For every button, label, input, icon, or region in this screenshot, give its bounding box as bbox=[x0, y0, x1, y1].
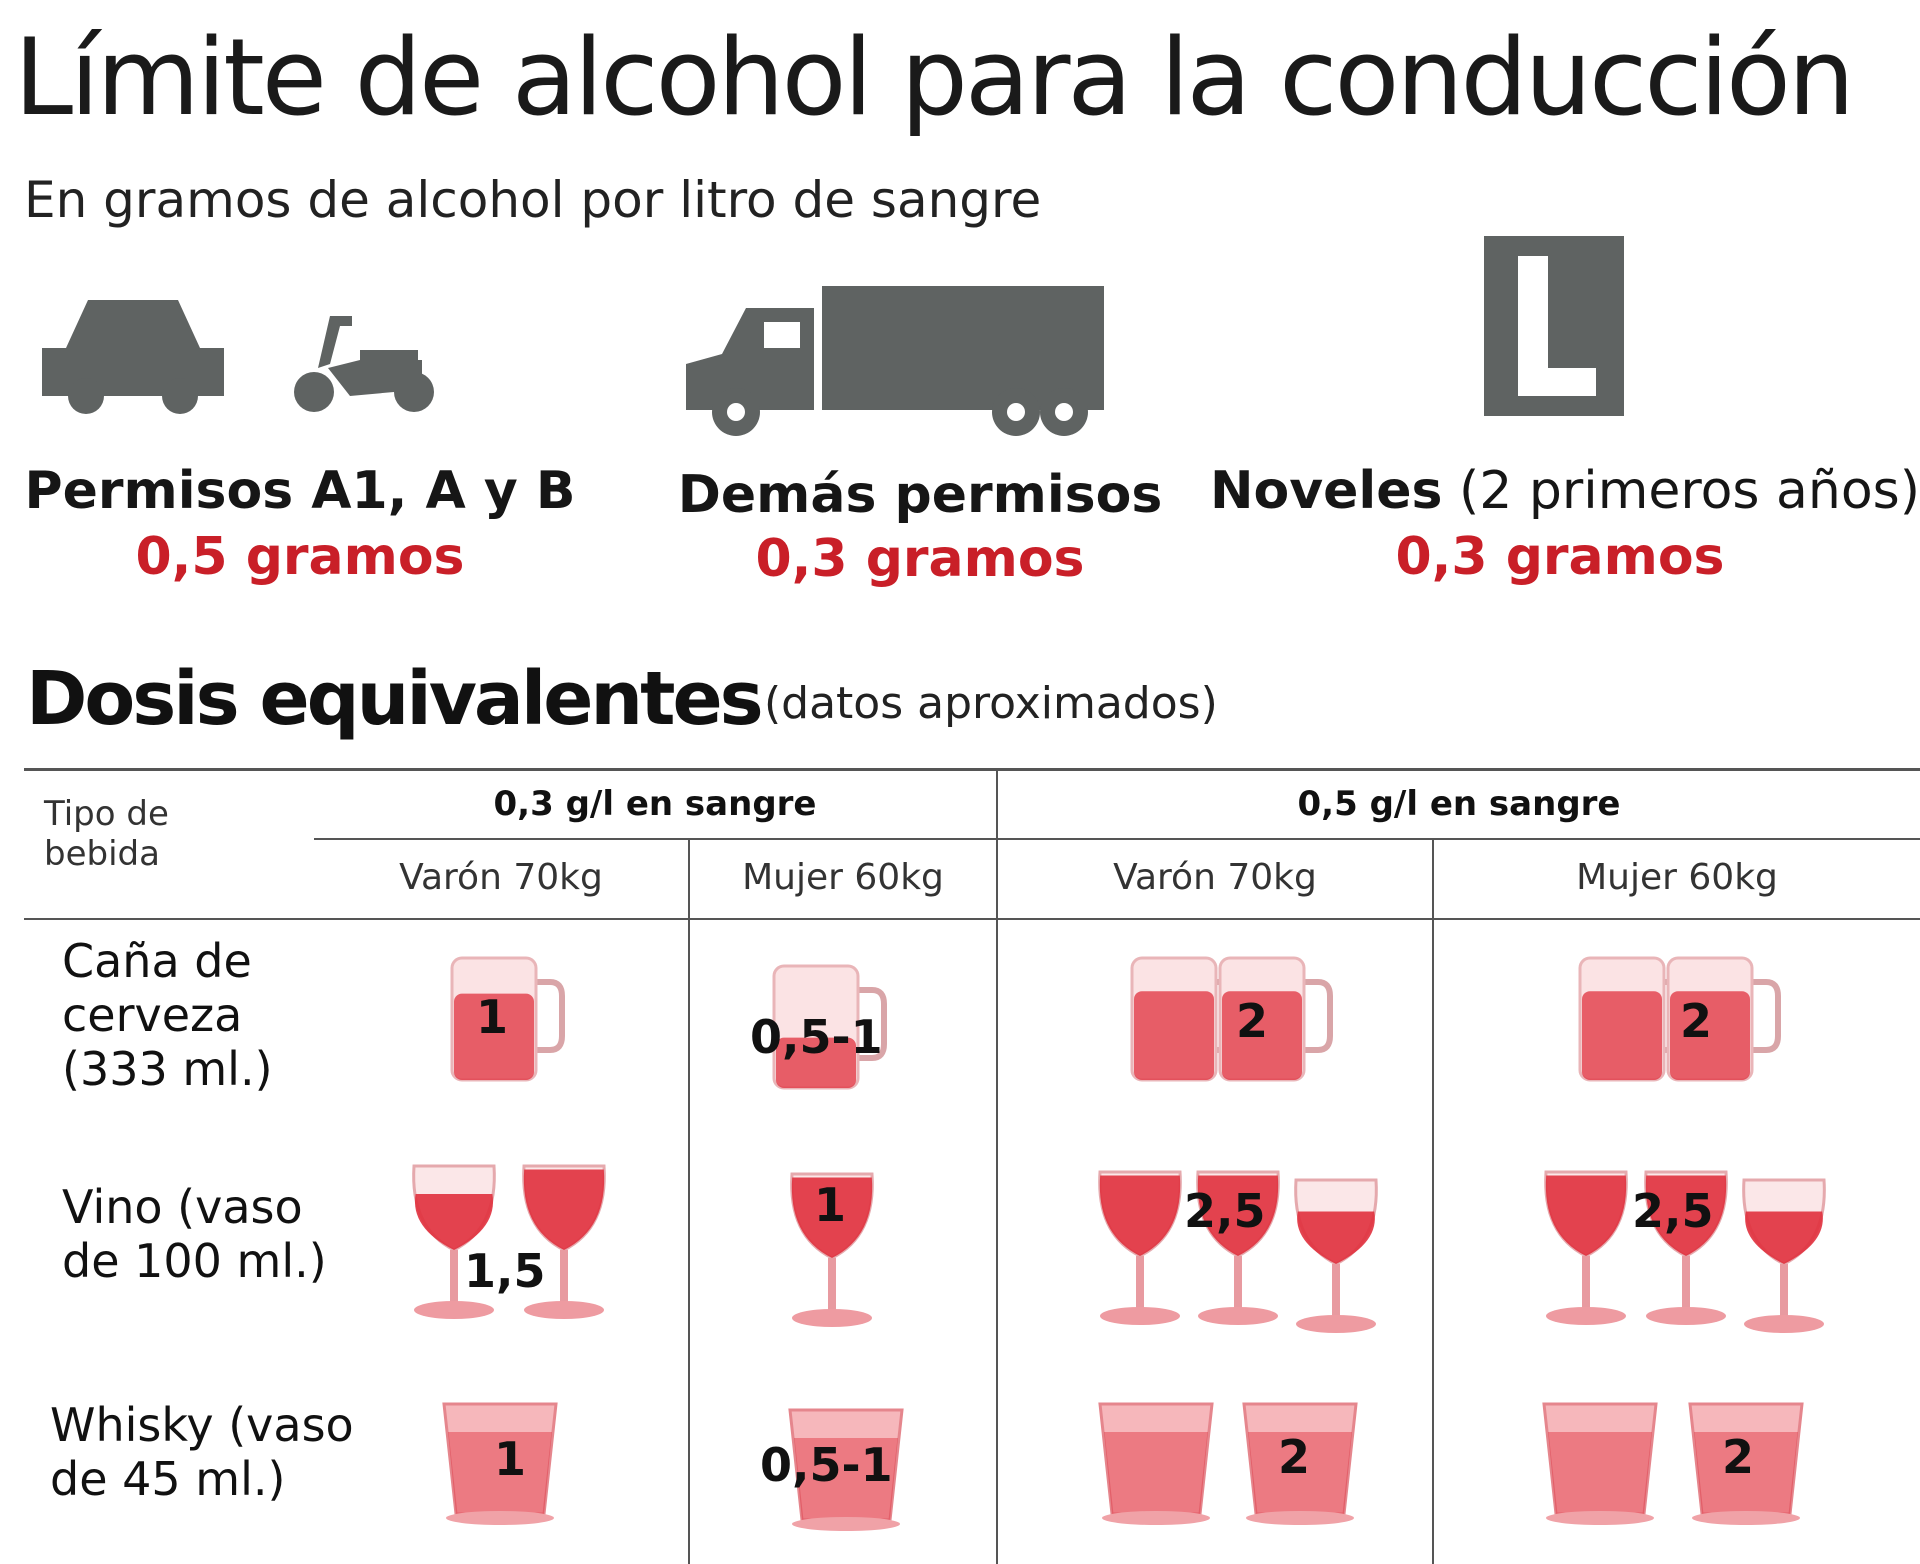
wine-glass-icon bbox=[522, 1164, 606, 1319]
value-cerveza-mujer-03: 0,5-1 bbox=[750, 1010, 883, 1064]
permit-label-otros: Demás permisos bbox=[677, 465, 1163, 525]
value-cerveza-varon-05: 2 bbox=[1236, 994, 1269, 1048]
row-label-cerveza: Caña de cerveza (333 ml.) bbox=[62, 934, 273, 1096]
group-header-rule bbox=[314, 838, 1920, 840]
group-header-03: 0,3 g/l en sangre bbox=[493, 784, 817, 824]
beer-mug-icon bbox=[772, 964, 887, 1090]
value-vino-varon-05: 2,5 bbox=[1184, 1184, 1266, 1238]
whisky-glass-icon bbox=[1098, 1402, 1214, 1525]
permit-label-noveles: Noveles (2 primeros años) bbox=[1210, 460, 1920, 522]
l-plate-icon bbox=[1484, 236, 1624, 416]
car-icon bbox=[42, 300, 224, 414]
section-title: Dosis equivalentes bbox=[26, 656, 764, 742]
value-whisky-mujer-03: 0,5-1 bbox=[760, 1438, 893, 1492]
beer-mug-icon bbox=[1666, 956, 1781, 1082]
wine-glass-icon bbox=[1294, 1178, 1378, 1333]
value-vino-varon-03: 1,5 bbox=[464, 1244, 546, 1298]
column-header-rule bbox=[24, 918, 1920, 920]
table-top-rule bbox=[24, 768, 1920, 771]
column-header-mujer-03: Mujer 60kg bbox=[742, 857, 944, 898]
value-whisky-varon-03: 1 bbox=[494, 1432, 527, 1486]
beer-mug-icon bbox=[1218, 956, 1333, 1082]
truck-icon bbox=[686, 286, 1104, 436]
value-vino-mujer-03: 1 bbox=[814, 1178, 847, 1232]
permit-value-noveles: 0,3 gramos bbox=[1395, 527, 1725, 587]
wine-glass-icon bbox=[1544, 1170, 1628, 1325]
group-header-05: 0,5 g/l en sangre bbox=[1297, 784, 1621, 824]
column-header-mujer-05: Mujer 60kg bbox=[1576, 857, 1778, 898]
whisky-glass-icon bbox=[788, 1408, 904, 1531]
wine-glass-icon bbox=[1742, 1178, 1826, 1333]
whisky-glass-icon bbox=[442, 1402, 558, 1525]
whisky-glass-icon bbox=[1542, 1402, 1658, 1525]
value-cerveza-varon-03: 1 bbox=[476, 990, 509, 1044]
value-whisky-varon-05: 2 bbox=[1278, 1430, 1311, 1484]
column-header-varon-05: Varón 70kg bbox=[1113, 857, 1317, 898]
moped-icon bbox=[294, 316, 434, 412]
column-divider-3 bbox=[1432, 840, 1434, 1564]
noveles-word: Noveles bbox=[1210, 461, 1443, 521]
whisky-glass-icon bbox=[1242, 1402, 1358, 1525]
column-header-varon-03: Varón 70kg bbox=[399, 857, 603, 898]
value-vino-mujer-05: 2,5 bbox=[1632, 1184, 1714, 1238]
beer-mug-icon bbox=[450, 956, 565, 1082]
page-title: Límite de alcohol para la conducción bbox=[14, 16, 1855, 139]
permit-value-a1-a-b: 0,5 gramos bbox=[135, 527, 465, 587]
wine-glass-icon bbox=[1644, 1170, 1728, 1325]
value-cerveza-mujer-05: 2 bbox=[1680, 994, 1713, 1048]
row-label-vino: Vino (vaso de 100 ml.) bbox=[62, 1180, 327, 1288]
wine-glass-icon bbox=[790, 1172, 874, 1327]
section-note: (datos aproximados) bbox=[764, 678, 1218, 729]
permit-value-otros: 0,3 gramos bbox=[755, 529, 1085, 589]
beer-mug-icon bbox=[1578, 956, 1693, 1082]
wine-glass-icon bbox=[1196, 1170, 1280, 1325]
row-label-whisky: Whisky (vaso de 45 ml.) bbox=[50, 1398, 354, 1506]
whisky-glass-icon bbox=[1688, 1402, 1804, 1525]
group-divider bbox=[996, 770, 998, 1564]
noveles-detail: (2 primeros años) bbox=[1442, 461, 1920, 521]
value-whisky-mujer-05: 2 bbox=[1722, 1430, 1755, 1484]
wine-glass-icon bbox=[1098, 1170, 1182, 1325]
permit-label-a1-a-b: Permisos A1, A y B bbox=[24, 461, 576, 521]
wine-glass-icon bbox=[412, 1164, 496, 1319]
tipo-de-bebida-header: Tipo de bebida bbox=[44, 794, 169, 874]
page-subtitle: En gramos de alcohol por litro de sangre bbox=[24, 171, 1042, 229]
column-divider-1 bbox=[688, 840, 690, 1564]
